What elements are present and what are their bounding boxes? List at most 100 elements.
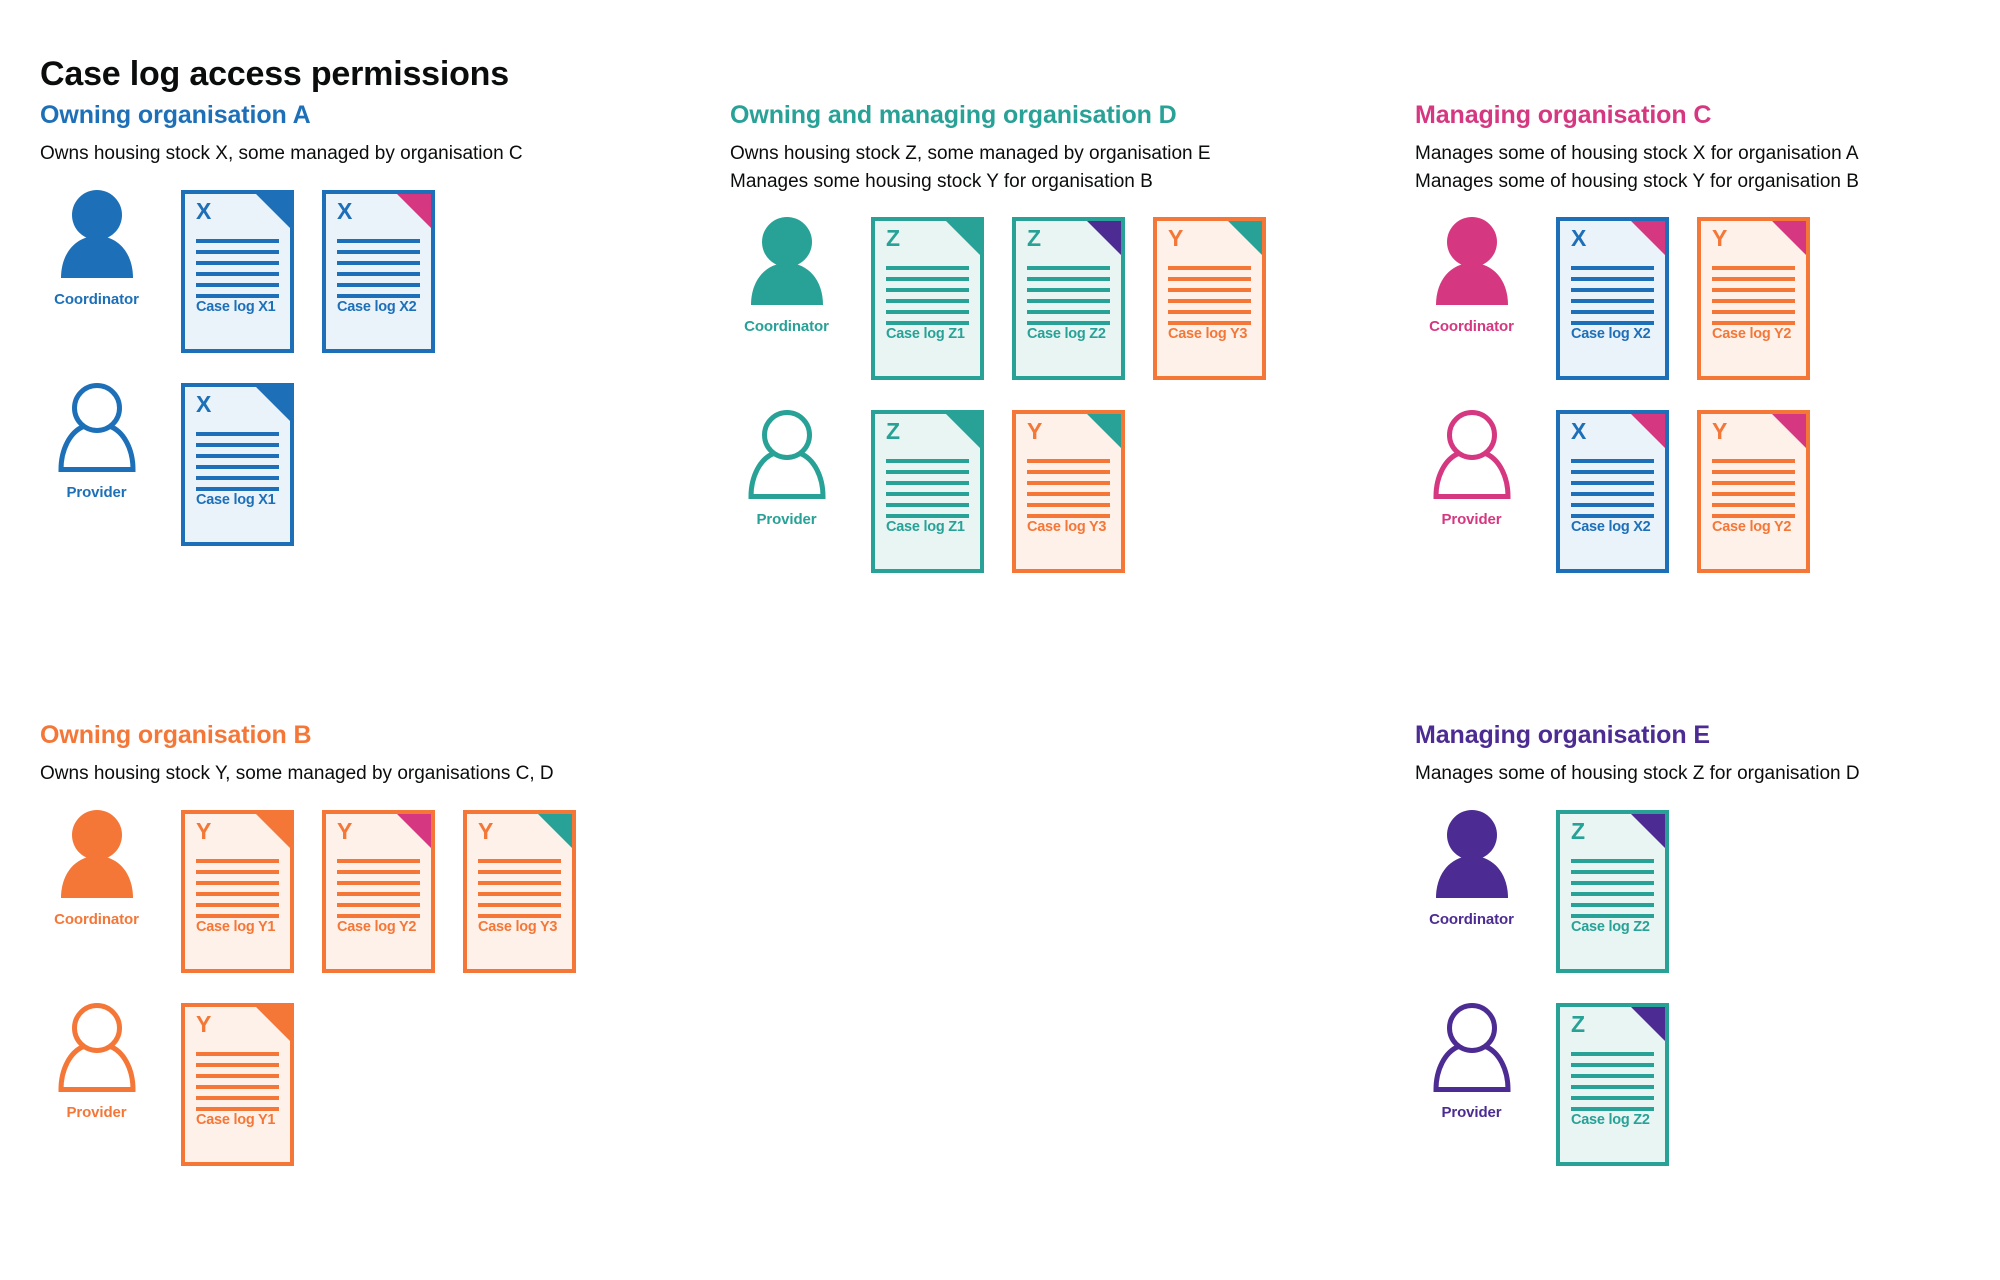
case-log-card[interactable]: Z Case log Z1	[871, 410, 984, 574]
section-managing-organisation-e: Managing organisation E Manages some of h…	[1415, 720, 1975, 1166]
section-heading: Owning and managing organisation D	[730, 101, 1177, 129]
case-log-card[interactable]: Y Case log Y3	[1153, 217, 1266, 381]
case-log-caption: Case log Y2	[1712, 326, 1792, 343]
section-description: Owns housing stock Z, some managed by or…	[730, 143, 1211, 192]
person-role-label: Provider	[66, 1103, 127, 1121]
document-lines-icon	[886, 266, 969, 332]
section-description: Owns housing stock X, some managed by or…	[40, 143, 523, 164]
section-heading: Managing organisation E	[1415, 721, 1710, 749]
case-log-caption: Case log Y1	[196, 918, 276, 935]
section-managing-organisation-c: Managing organisation C Manages some of h…	[1415, 100, 1975, 574]
person-outline-icon	[747, 410, 826, 502]
role-row-provider: Provider X Case log X1	[40, 382, 680, 546]
stock-letter: Y	[1027, 418, 1043, 445]
case-log-caption: Case log X2	[337, 298, 417, 315]
document-lines-icon	[1712, 459, 1795, 525]
page-fold-icon	[1631, 1006, 1665, 1041]
case-log-card[interactable]: Y Case log Y1	[181, 1002, 294, 1166]
person-role-label: Provider	[1441, 1103, 1502, 1121]
case-log-card[interactable]: Z Case log Z2	[1556, 809, 1669, 973]
case-log-card[interactable]: Y Case log Y2	[1697, 217, 1810, 381]
case-log-card[interactable]: Y Case log Y1	[181, 809, 294, 973]
case-log-card[interactable]: X Case log X2	[322, 189, 435, 353]
case-log-caption: Case log Y2	[1712, 519, 1792, 536]
case-log-card[interactable]: X Case log X2	[1556, 217, 1669, 381]
stock-letter: Y	[196, 1010, 212, 1037]
person-solid-icon	[58, 809, 136, 902]
person-provider: Provider	[1415, 1002, 1528, 1121]
case-log-card[interactable]: Z Case log Z2	[1556, 1002, 1669, 1166]
document-lines-icon	[337, 238, 420, 305]
case-log-card[interactable]: Y Case log Y3	[463, 809, 576, 973]
case-log-caption: Case log X1	[196, 298, 276, 315]
case-log-card[interactable]: Y Case log Y3	[1012, 410, 1125, 574]
case-log-card[interactable]: Z Case log Z2	[1012, 217, 1125, 381]
page-fold-icon	[1772, 414, 1806, 449]
person-provider: Provider	[40, 382, 153, 501]
person-role-label: Coordinator	[1429, 910, 1514, 928]
document-lines-icon	[1571, 858, 1654, 925]
page-fold-icon	[1772, 221, 1806, 256]
person-role-label: Coordinator	[54, 910, 139, 928]
person-role-label: Coordinator	[54, 290, 139, 308]
person-solid-icon	[1433, 217, 1511, 309]
page-fold-icon	[256, 813, 290, 848]
case-log-caption: Case log Z1	[886, 519, 965, 536]
case-log-card[interactable]: Y Case log Y2	[1697, 410, 1810, 574]
person-outline-icon	[57, 1002, 136, 1095]
role-row-provider: Provider Y Case log Y1	[40, 1002, 680, 1166]
document-lines-icon	[196, 1051, 279, 1118]
stock-letter: Z	[1027, 225, 1042, 252]
case-log-caption: Case log X2	[1571, 326, 1651, 343]
document-lines-icon	[1712, 266, 1795, 332]
role-row-coordinator: Coordinator Z Case log Z1 Z Case log Z2 Y Case…	[730, 217, 1370, 381]
person-provider: Provider	[40, 1002, 153, 1121]
stock-letter: X	[337, 197, 353, 224]
person-role-label: Coordinator	[1429, 318, 1514, 336]
stock-letter: Y	[337, 817, 353, 844]
section-description: Owns housing stock Y, some managed by or…	[40, 763, 554, 784]
person-outline-icon	[57, 382, 136, 475]
role-row-coordinator: Coordinator X Case log X2 Y Case log Y2	[1415, 217, 1975, 381]
stock-letter: Y	[196, 817, 212, 844]
person-solid-icon	[1433, 809, 1511, 902]
document-lines-icon	[337, 858, 420, 925]
case-log-card[interactable]: X Case log X2	[1556, 410, 1669, 574]
page-fold-icon	[1087, 221, 1121, 256]
stock-letter: X	[1571, 225, 1587, 252]
document-lines-icon	[1571, 1051, 1654, 1118]
case-log-card[interactable]: X Case log X1	[181, 382, 294, 546]
section-description: Manages some of housing stock Z for orga…	[1415, 763, 1860, 784]
page-fold-icon	[946, 414, 980, 449]
case-log-card[interactable]: X Case log X1	[181, 189, 294, 353]
person-coordinator: Coordinator	[40, 189, 153, 308]
person-coordinator: Coordinator	[730, 217, 843, 335]
document-lines-icon	[196, 858, 279, 925]
person-role-label: Coordinator	[744, 318, 829, 336]
page-fold-icon	[397, 193, 431, 228]
person-coordinator: Coordinator	[40, 809, 153, 928]
stock-letter: X	[1571, 418, 1587, 445]
person-solid-icon	[748, 217, 826, 309]
role-row-coordinator: Coordinator Z Case log Z2	[1415, 809, 1975, 973]
case-log-caption: Case log Y3	[1027, 519, 1107, 536]
person-outline-icon	[1432, 410, 1511, 502]
section-heading: Owning organisation B	[40, 721, 312, 749]
stock-letter: X	[196, 390, 212, 417]
case-log-caption: Case log X2	[1571, 519, 1651, 536]
page-fold-icon	[1228, 221, 1262, 256]
section-description: Manages some of housing stock X for orga…	[1415, 143, 1859, 192]
section-owning-and-managing-organisation-d: Owning and managing organisation D Owns h…	[730, 100, 1370, 574]
page-fold-icon	[397, 813, 431, 848]
case-log-caption: Case log Y1	[196, 1111, 276, 1128]
page-fold-icon	[538, 813, 572, 848]
document-lines-icon	[1571, 266, 1654, 332]
person-role-label: Provider	[756, 511, 817, 529]
page-fold-icon	[1631, 221, 1665, 256]
case-log-card[interactable]: Y Case log Y2	[322, 809, 435, 973]
stock-letter: Y	[478, 817, 494, 844]
document-lines-icon	[196, 238, 279, 305]
role-row-coordinator: Coordinator X Case log X1 X Case log X2	[40, 189, 680, 353]
case-log-card[interactable]: Z Case log Z1	[871, 217, 984, 381]
role-row-coordinator: Coordinator Y Case log Y1 Y Case log Y2 Y Case…	[40, 809, 680, 973]
